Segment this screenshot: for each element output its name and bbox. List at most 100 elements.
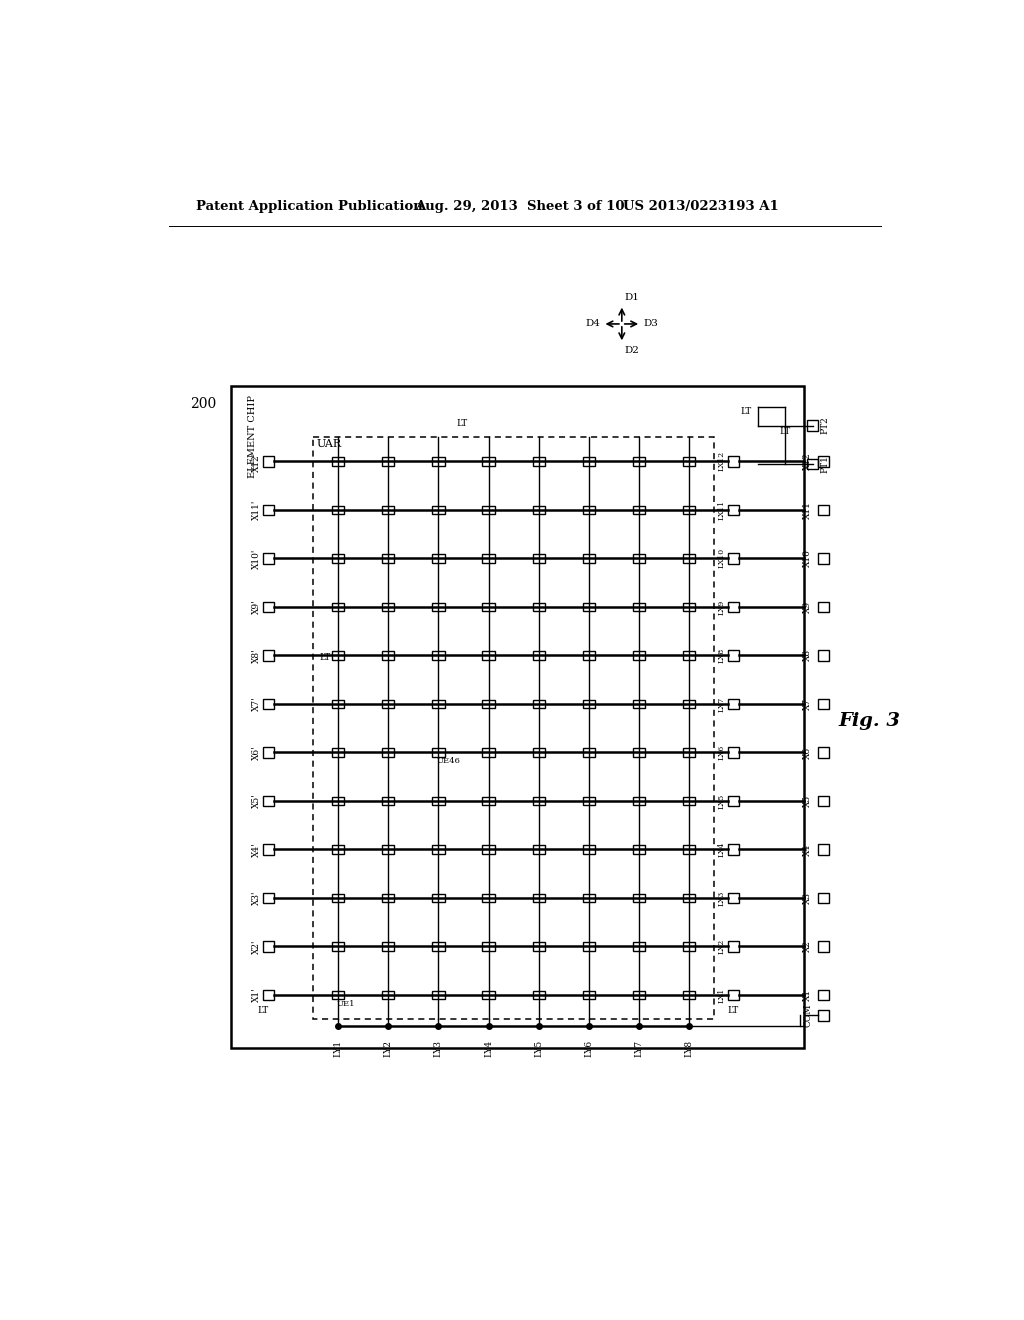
- Bar: [432, 748, 444, 756]
- Bar: [382, 651, 394, 660]
- Bar: [728, 455, 739, 467]
- Bar: [332, 603, 344, 611]
- Bar: [728, 941, 739, 952]
- Bar: [532, 748, 545, 756]
- Bar: [263, 843, 273, 855]
- Text: LX2: LX2: [718, 939, 726, 954]
- Bar: [818, 990, 829, 1001]
- Text: Fig. 3: Fig. 3: [839, 711, 901, 730]
- Bar: [532, 991, 545, 999]
- Text: D2: D2: [625, 346, 639, 355]
- Bar: [818, 796, 829, 807]
- Text: UE1: UE1: [337, 999, 355, 1007]
- Bar: [633, 603, 645, 611]
- Text: LX5: LX5: [718, 793, 726, 809]
- Bar: [332, 506, 344, 515]
- Text: Aug. 29, 2013  Sheet 3 of 10: Aug. 29, 2013 Sheet 3 of 10: [416, 199, 625, 213]
- Text: X6: X6: [803, 746, 812, 759]
- Bar: [382, 700, 394, 708]
- Text: X12': X12': [252, 451, 261, 471]
- Text: 200: 200: [190, 397, 217, 411]
- Text: LT: LT: [318, 652, 330, 661]
- Text: LY5: LY5: [535, 1040, 543, 1057]
- Bar: [728, 649, 739, 661]
- Bar: [818, 455, 829, 467]
- Bar: [332, 991, 344, 999]
- Bar: [633, 700, 645, 708]
- Bar: [263, 455, 273, 467]
- Bar: [818, 941, 829, 952]
- Bar: [532, 554, 545, 562]
- Bar: [683, 506, 695, 515]
- Bar: [332, 942, 344, 950]
- Text: X9': X9': [252, 599, 261, 614]
- Bar: [728, 843, 739, 855]
- Text: X1': X1': [252, 987, 261, 1002]
- Bar: [432, 506, 444, 515]
- Bar: [728, 504, 739, 515]
- Bar: [583, 845, 595, 854]
- Bar: [728, 698, 739, 709]
- Bar: [432, 894, 444, 903]
- Text: X10: X10: [803, 549, 812, 568]
- Text: X3': X3': [252, 891, 261, 906]
- Text: ELEMENT CHIP: ELEMENT CHIP: [248, 395, 257, 478]
- Text: X8': X8': [252, 648, 261, 663]
- Bar: [482, 748, 495, 756]
- Text: LX10: LX10: [718, 548, 726, 569]
- Bar: [818, 892, 829, 903]
- Bar: [633, 457, 645, 466]
- Bar: [482, 651, 495, 660]
- Bar: [263, 941, 273, 952]
- Bar: [807, 420, 818, 430]
- Bar: [532, 651, 545, 660]
- Bar: [683, 991, 695, 999]
- Text: X11: X11: [803, 502, 812, 519]
- Bar: [683, 942, 695, 950]
- Text: X4': X4': [252, 842, 261, 857]
- Text: LX7: LX7: [718, 697, 726, 711]
- Bar: [382, 457, 394, 466]
- Text: LT: LT: [257, 1006, 268, 1015]
- Bar: [482, 894, 495, 903]
- Bar: [382, 942, 394, 950]
- Bar: [263, 892, 273, 903]
- Bar: [332, 554, 344, 562]
- Text: LY4: LY4: [484, 1040, 494, 1057]
- Text: LX12: LX12: [718, 451, 726, 471]
- Bar: [263, 553, 273, 564]
- Bar: [382, 748, 394, 756]
- Text: X2: X2: [803, 940, 812, 953]
- Text: LX1: LX1: [718, 987, 726, 1003]
- Bar: [432, 845, 444, 854]
- Bar: [313, 437, 714, 1019]
- Bar: [728, 602, 739, 612]
- Text: LX6: LX6: [718, 744, 726, 760]
- Text: X4: X4: [803, 843, 812, 855]
- Bar: [482, 845, 495, 854]
- Bar: [532, 797, 545, 805]
- Bar: [382, 797, 394, 805]
- Bar: [633, 942, 645, 950]
- Bar: [818, 504, 829, 515]
- Bar: [633, 748, 645, 756]
- Text: LT: LT: [456, 418, 467, 428]
- Text: X6': X6': [252, 746, 261, 760]
- Bar: [633, 651, 645, 660]
- Bar: [583, 506, 595, 515]
- Bar: [818, 747, 829, 758]
- Bar: [482, 797, 495, 805]
- Bar: [263, 504, 273, 515]
- Text: X8: X8: [803, 649, 812, 661]
- Bar: [382, 506, 394, 515]
- Text: LX9: LX9: [718, 599, 726, 615]
- Bar: [432, 651, 444, 660]
- Bar: [332, 845, 344, 854]
- Bar: [482, 942, 495, 950]
- Text: Patent Application Publication: Patent Application Publication: [196, 199, 423, 213]
- Text: LY3: LY3: [434, 1040, 443, 1057]
- Bar: [583, 700, 595, 708]
- Bar: [683, 894, 695, 903]
- Bar: [633, 894, 645, 903]
- Bar: [382, 845, 394, 854]
